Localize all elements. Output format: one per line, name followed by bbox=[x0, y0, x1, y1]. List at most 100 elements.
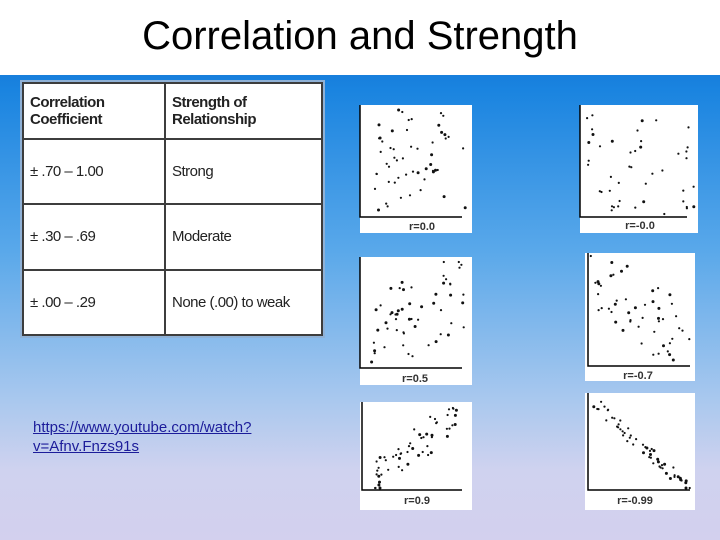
scatter-point bbox=[644, 446, 647, 449]
scatter-point bbox=[427, 453, 430, 457]
scatter-plot-r-neg0: r=-0.0 bbox=[579, 105, 698, 233]
scatter-point bbox=[600, 307, 603, 310]
scatter-point bbox=[453, 413, 457, 417]
scatter-point bbox=[395, 159, 398, 162]
scatter-point bbox=[379, 304, 382, 307]
scatter-point bbox=[640, 119, 644, 123]
title-band bbox=[0, 0, 720, 75]
scatter-point bbox=[378, 136, 382, 140]
scatter-point bbox=[437, 123, 441, 127]
scatter-point bbox=[629, 320, 632, 323]
scatter-point bbox=[612, 273, 615, 276]
scatter-point bbox=[619, 428, 622, 431]
table-cell-coefficient: ± .00 – .29 bbox=[22, 268, 166, 337]
scatter-point bbox=[598, 190, 601, 193]
scatter-point bbox=[397, 465, 400, 468]
scatter-point bbox=[656, 457, 660, 461]
scatter-point bbox=[632, 443, 635, 446]
table-header-row: Correlation Coefficient Strength of Rela… bbox=[22, 82, 323, 140]
scatter-point bbox=[421, 450, 424, 454]
scatter-point bbox=[651, 300, 655, 304]
scatter-point bbox=[401, 157, 404, 160]
scatter-point bbox=[375, 473, 378, 476]
scatter-point bbox=[642, 451, 645, 455]
scatter-point bbox=[424, 167, 428, 171]
scatter-point bbox=[430, 153, 434, 157]
scatter-point bbox=[376, 469, 379, 472]
scatter-point bbox=[413, 325, 417, 328]
scatter-point bbox=[594, 281, 597, 284]
scatter-plot-r-neg0-7: r=-0.7 bbox=[585, 253, 695, 382]
scatter-point bbox=[378, 456, 382, 459]
scatter-point bbox=[633, 306, 637, 310]
scatter-point bbox=[614, 320, 618, 324]
scatter-point bbox=[389, 146, 392, 150]
scatter-point bbox=[457, 260, 460, 264]
scatter-point bbox=[422, 436, 425, 439]
scatter-point bbox=[600, 400, 603, 403]
scatter-point bbox=[449, 282, 452, 285]
plot-label: r=0.5 bbox=[402, 373, 428, 385]
scatter-point bbox=[383, 346, 386, 349]
scatter-point bbox=[615, 299, 618, 302]
scatter-point bbox=[597, 282, 601, 286]
scatter-point bbox=[612, 206, 616, 209]
scatter-point bbox=[434, 340, 438, 344]
scatter-point bbox=[397, 108, 401, 112]
scatter-point bbox=[597, 293, 600, 296]
scatter-point bbox=[609, 175, 613, 178]
scatter-point bbox=[449, 293, 453, 297]
scatter-point bbox=[386, 327, 389, 330]
scatter-point bbox=[397, 176, 400, 179]
scatter-point bbox=[598, 145, 602, 148]
scatter-point bbox=[380, 473, 383, 476]
table-cell-strength: Moderate bbox=[164, 203, 323, 271]
scatter-point bbox=[629, 151, 632, 154]
scatter-point bbox=[385, 162, 388, 165]
plot-axes bbox=[587, 393, 690, 491]
scatter-point bbox=[413, 428, 416, 431]
scatter-point bbox=[621, 328, 625, 332]
plot-axes bbox=[359, 105, 462, 218]
scatter-point bbox=[663, 462, 667, 466]
scatter-point bbox=[668, 353, 672, 357]
scatter-point bbox=[439, 309, 443, 312]
scatter-point bbox=[390, 129, 394, 133]
scatter-point bbox=[685, 157, 688, 160]
scatter-point bbox=[636, 129, 639, 132]
scatter-point bbox=[378, 137, 381, 140]
scatter-plot-r-0-5: r=0.5 bbox=[359, 257, 472, 385]
scatter-point bbox=[398, 287, 401, 290]
scatter-point bbox=[648, 456, 651, 459]
scatter-point bbox=[402, 332, 405, 335]
scatter-point bbox=[372, 341, 375, 344]
scatter-point bbox=[394, 318, 398, 321]
correlation-strength-table: Correlation Coefficient Strength of Rela… bbox=[20, 80, 325, 338]
youtube-link[interactable]: https://www.youtube.com/watch?v=Afnv.Fnz… bbox=[33, 419, 252, 455]
scatter-point bbox=[416, 171, 420, 175]
scatter-point bbox=[393, 156, 396, 159]
scatter-point bbox=[395, 312, 399, 316]
scatter-point bbox=[435, 422, 438, 425]
plot-label: r=-0.7 bbox=[623, 370, 653, 382]
table-row: ± .30 – .69 Moderate bbox=[22, 203, 323, 271]
scatter-point bbox=[389, 313, 392, 316]
scatter-point bbox=[668, 293, 672, 297]
scatter-point bbox=[453, 423, 457, 426]
scatter-point bbox=[406, 462, 410, 466]
scatter-point bbox=[387, 468, 390, 471]
scatter-point bbox=[609, 274, 613, 278]
scatter-point bbox=[418, 433, 422, 437]
scatter-point bbox=[587, 141, 591, 144]
scatter-point bbox=[692, 185, 695, 188]
scatter-point bbox=[386, 205, 389, 208]
scatter-point bbox=[451, 406, 454, 410]
scatter-point bbox=[406, 450, 409, 454]
scatter-point bbox=[373, 349, 377, 353]
scatter-point bbox=[611, 416, 614, 419]
scatter-point bbox=[641, 316, 644, 319]
scatter-point bbox=[652, 449, 656, 453]
scatter-point bbox=[660, 464, 664, 467]
scatter-point bbox=[657, 287, 660, 290]
scatter-point bbox=[463, 206, 467, 210]
